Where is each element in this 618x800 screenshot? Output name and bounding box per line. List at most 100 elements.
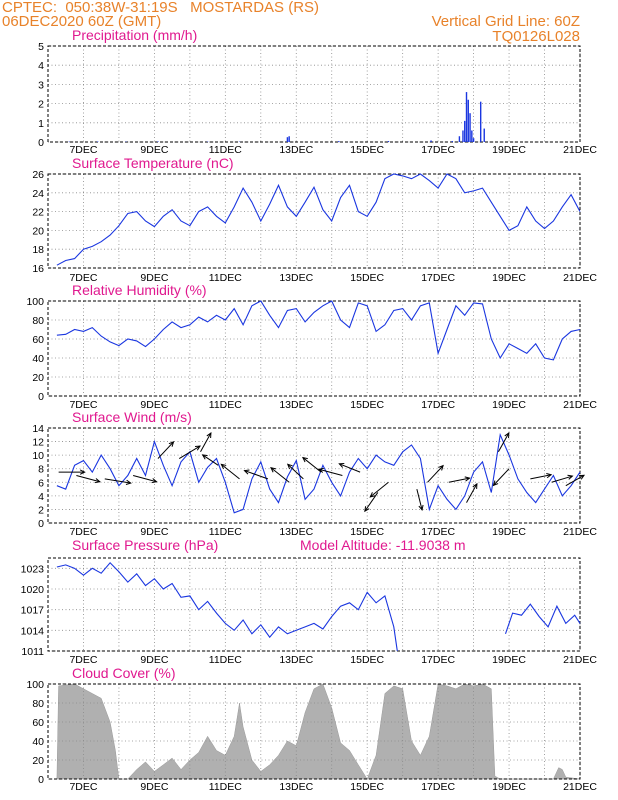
- y-tick-label: 20: [32, 755, 44, 767]
- panel-temp: Surface Temperature (nC) 16 18 20 22 24 26 7DEC…: [32, 155, 597, 284]
- wind-arrow-head: [369, 492, 376, 498]
- panel-cloud: Cloud Cover (%) 0 20 40 60 80 100 7DEC 9DEC 11DEC…: [26, 665, 597, 793]
- x-tick-label: 21DEC: [563, 526, 597, 538]
- panel-title: Surface Temperature (nC): [72, 155, 234, 171]
- rh-line: [56, 300, 581, 361]
- y-tick-label: 5: [38, 41, 44, 53]
- panel-title: Precipitation (mm/h): [72, 27, 197, 43]
- wind-arrow: [220, 463, 240, 480]
- x-tick-label: 7DEC: [69, 526, 97, 538]
- panel-pressure: Surface Pressure (hPa) Model Altitude: -1…: [21, 537, 598, 666]
- wind-arrow: [270, 467, 290, 483]
- wind-arrow-shaft: [302, 457, 322, 473]
- header-right-line1: Vertical Grid Line: 60Z: [431, 13, 580, 30]
- panel-frame: [47, 427, 581, 524]
- wind-arrow-shaft: [132, 475, 157, 483]
- wind-arrow-shaft: [339, 463, 361, 473]
- x-tick-label: 21DEC: [563, 781, 597, 793]
- wind-arrow: [200, 432, 212, 452]
- wind-arrow-head: [220, 463, 227, 470]
- wind-arrow-shaft: [178, 445, 201, 459]
- panel-frame: [47, 683, 581, 780]
- y-tick-label: 2: [38, 99, 44, 111]
- wind-arrow-shaft: [221, 463, 240, 480]
- panel-precip: Precipitation (mm/h) 0 1 2 3 4 5 7DEC 9DEC 11DEC 1…: [38, 27, 597, 156]
- wind-arrow: [364, 492, 379, 513]
- panel-rh: Relative Humidity (%) 0 20 40 60 80 100 7DEC 9DE…: [26, 282, 597, 411]
- precip-bar: [483, 128, 485, 142]
- x-tick-label: 17DEC: [421, 654, 455, 666]
- x-tick-label: 9DEC: [140, 272, 168, 284]
- wind-arrow-head: [546, 472, 553, 479]
- panel-title: Relative Humidity (%): [72, 282, 207, 298]
- x-tick-label: 11DEC: [209, 526, 242, 538]
- y-tick-label: 1014: [21, 625, 45, 637]
- model-altitude-label: Model Altitude: -11.9038 m: [300, 537, 466, 553]
- x-tick-label: 7DEC: [69, 654, 97, 666]
- x-tick-label: 17DEC: [421, 399, 455, 411]
- x-tick-label: 11DEC: [209, 144, 242, 156]
- y-tick-label: 18: [32, 244, 44, 256]
- y-tick-label: 80: [32, 698, 44, 710]
- y-tick-label: 1: [38, 118, 44, 130]
- y-tick-label: 0: [38, 518, 44, 530]
- precip-bar: [96, 141, 99, 142]
- precip-bar: [430, 140, 432, 142]
- header-left-line1: CPTEC: 050:38W-31:19S MOSTARDAS (RS): [2, 0, 320, 16]
- wind-arrow-shaft: [530, 474, 552, 480]
- wind-arrow-head: [418, 504, 424, 511]
- x-tick-label: 11DEC: [209, 781, 242, 793]
- wind-arrow: [369, 481, 389, 498]
- pressure-line: [56, 561, 398, 652]
- x-tick-label: 13DEC: [279, 144, 313, 156]
- panel-frame: [47, 173, 581, 269]
- x-tick-label: 9DEC: [140, 399, 168, 411]
- y-tick-label: 6: [38, 477, 44, 489]
- x-tick-label: 19DEC: [492, 781, 526, 793]
- wind-arrow: [317, 467, 343, 476]
- wind-arrow-shaft: [287, 463, 304, 480]
- pressure-line-2: [504, 603, 581, 634]
- wind-arrow: [243, 469, 269, 480]
- wind-line: [56, 432, 581, 514]
- wind-arrow-head: [338, 462, 345, 468]
- y-tick-label: 24: [32, 188, 44, 200]
- precip-bar: [465, 92, 468, 142]
- precip-bar: [472, 138, 475, 142]
- wind-arrow-shaft: [318, 468, 343, 476]
- y-tick-label: 2: [38, 504, 44, 516]
- wind-arrow-shaft: [369, 481, 389, 498]
- x-tick-label: 15DEC: [350, 399, 384, 411]
- y-tick-label: 8: [38, 464, 44, 476]
- x-tick-label: 9DEC: [140, 144, 168, 156]
- y-tick-label: 16: [32, 263, 44, 275]
- x-tick-label: 19DEC: [492, 654, 526, 666]
- precip-bar: [387, 141, 390, 142]
- y-tick-label: 60: [32, 334, 44, 346]
- wind-arrow-shaft: [497, 432, 510, 452]
- wind-arrow: [58, 469, 86, 475]
- precip-bar: [458, 136, 461, 142]
- wind-arrow: [565, 474, 586, 487]
- y-tick-label: 40: [32, 736, 44, 748]
- y-tick-label: 3: [38, 79, 44, 91]
- x-tick-label: 13DEC: [279, 654, 313, 666]
- panel-title: Surface Pressure (hPa): [72, 537, 218, 553]
- y-tick-label: 40: [32, 353, 44, 365]
- x-tick-label: 9DEC: [140, 781, 168, 793]
- wind-arrow: [132, 475, 158, 484]
- wind-arrow-shaft: [157, 441, 174, 459]
- x-tick-label: 11DEC: [209, 654, 242, 666]
- x-tick-label: 19DEC: [492, 399, 526, 411]
- wind-arrow-shaft: [244, 470, 269, 480]
- wind-arrow-head: [195, 445, 202, 451]
- wind-arrow: [466, 482, 478, 503]
- precip-bar: [467, 99, 469, 142]
- y-tick-label: 20: [32, 372, 44, 384]
- x-tick-label: 17DEC: [421, 272, 455, 284]
- wind-arrow: [157, 441, 175, 459]
- wind-arrow-head: [79, 469, 86, 475]
- wind-arrow-shaft: [270, 467, 290, 483]
- panel-frame: [47, 557, 581, 652]
